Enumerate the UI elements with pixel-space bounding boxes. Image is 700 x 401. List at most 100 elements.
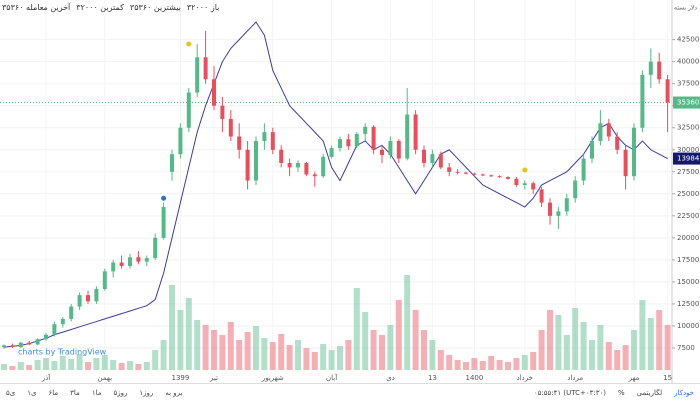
candle-body [128,257,132,267]
volume-bar [479,361,486,370]
volume-bar [437,350,444,370]
candle-body [2,345,6,348]
candle-body [312,174,317,177]
candle-body [615,136,620,150]
volume-bar [488,356,495,370]
header-item: کمترین ۳۲۰۰۰ [76,3,124,12]
volume-bar [345,340,352,370]
volume-bar [505,362,511,370]
candle-body [564,198,569,212]
last-price-tag [673,96,700,109]
toolbar-button[interactable]: ۱ی [27,388,37,397]
x-tick-label: 1399 [171,374,189,382]
grid [0,0,672,370]
candle-body [144,258,149,262]
toolbar-button[interactable]: خودکار [674,388,694,397]
candle-body [262,132,267,141]
header-item: بیشترین ۳۵۳۶۰ [129,3,181,12]
candle-body [111,262,116,272]
volume-bar [236,340,243,370]
candle-body [522,183,527,185]
toolbar-button[interactable]: ۶ما [48,388,59,397]
x-tick-label: مهر [628,374,640,382]
candle-body [480,174,485,176]
toolbar-button[interactable]: برو به [165,388,183,397]
candle-body [220,105,225,119]
candle-body [94,288,99,302]
y-tick-label: 17500 [677,256,699,264]
last-price-label: 35360 [677,99,699,107]
y-tick-label: 40000 [677,58,699,66]
candle-body [10,345,15,348]
x-tick-label: بهمن [98,374,113,382]
volume-bar [446,355,453,370]
candle-body [514,178,519,185]
candle-body [665,79,670,103]
x-tick-label: شهریور [261,374,284,382]
volume-bar [370,330,377,370]
toolbar-button[interactable]: ۱روز [139,388,154,397]
candle-body [354,133,359,147]
y-tick-label: 37500 [677,80,699,88]
line-tag [673,152,700,165]
candle-body [346,139,351,147]
volume-bar [160,340,167,370]
candle-body [413,114,418,150]
volume-bar [85,362,91,370]
volume-bar [589,340,595,370]
volume-bar [269,342,276,370]
volume-bar [43,358,49,370]
volume-bar [605,342,612,370]
candle-body [623,149,628,177]
candle-body [35,339,40,345]
candle-body [556,211,561,216]
y-tick-label: 32500 [677,124,699,132]
volume-bar [135,364,142,370]
candle-body [287,162,292,168]
candle-body [438,154,443,168]
toolbar-text: ۰۵:۵۵:۴۱ (UTC+۰۳:۳۰) [533,388,606,397]
volume-bar [152,350,159,370]
y-tick-label: 12500 [677,300,699,308]
volume-bar [563,335,570,370]
candle-body [296,162,300,168]
volume-bar [496,360,503,370]
toolbar-button[interactable]: لگاریتمی [636,388,663,397]
candle-body [590,140,594,159]
marker [161,195,167,201]
volume-bar [311,352,318,370]
volume-bar [412,310,419,370]
candle-body [598,123,603,141]
volume-bar [547,310,553,370]
line-last-label: 13984 [677,155,700,163]
candle-body [422,149,426,163]
candle-body [338,139,342,148]
candle-body [170,154,174,172]
candle-body [270,132,275,150]
price-axis-bg [672,0,700,383]
volume-bar [471,358,478,370]
candle-body [136,257,141,262]
toolbar-button[interactable]: ۵ی [6,388,16,397]
toolbar-button[interactable]: ۱ما [91,388,102,397]
toolbar-button[interactable]: % [617,388,625,397]
currency-label: دلار بسته [674,5,697,12]
y-tick-label: 15000 [677,278,699,286]
toolbar-button[interactable]: ۳ما [70,388,80,397]
candle-body [506,177,510,179]
candle-body [228,118,233,137]
y-tick-label: 27500 [677,168,699,176]
toolbar-button[interactable]: ۵روز [113,388,128,397]
volume-bar [647,318,654,370]
volume-bar [395,300,402,370]
volume-bar [244,332,251,370]
candle-body [573,180,578,199]
candle-body [77,295,82,307]
volume-bar [278,334,285,370]
y-tick-label: 7500 [677,344,695,352]
y-tick-label: 42500 [677,36,699,44]
volume-bar [1,364,7,370]
candle-body [44,334,48,340]
volume-bar [26,365,33,370]
